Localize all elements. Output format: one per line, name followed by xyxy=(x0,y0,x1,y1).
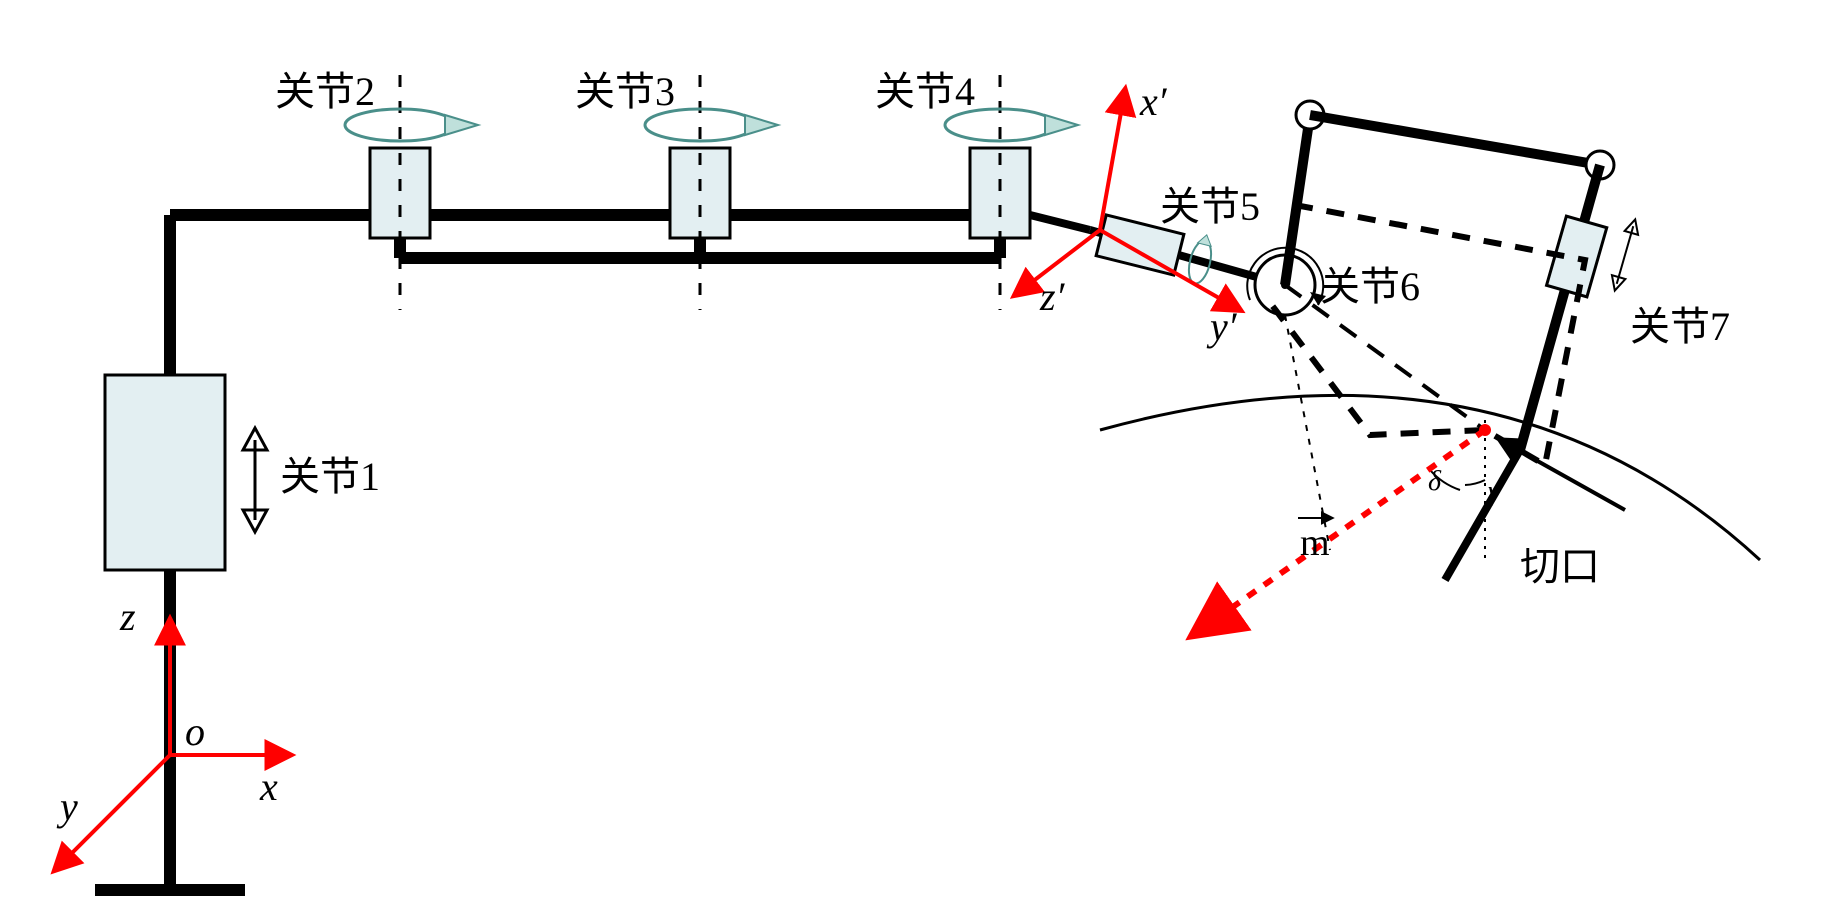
label-xp: x′ xyxy=(1139,79,1168,124)
label-joint1: 关节1 xyxy=(280,454,380,499)
link-45 xyxy=(1030,215,1090,230)
dash-6-incision xyxy=(1285,315,1330,550)
label-yp: y′ xyxy=(1206,304,1238,349)
label-joint3: 关节3 xyxy=(575,69,675,114)
label-joint2: 关节2 xyxy=(275,69,375,114)
label-zp: z′ xyxy=(1039,274,1066,319)
label-x: x xyxy=(259,764,278,809)
link-top xyxy=(1310,115,1600,165)
label-joint5: 关节5 xyxy=(1160,184,1260,229)
label-gamma: γ xyxy=(1488,476,1500,507)
label-z: z xyxy=(119,594,136,639)
label-y: y xyxy=(56,784,78,829)
tool-shaft xyxy=(1445,450,1520,580)
label-delta: δ xyxy=(1428,466,1442,497)
label-incision: 切口 xyxy=(1520,544,1600,589)
prismatic-arrow-1 xyxy=(243,428,267,532)
label-joint6: 关节6 xyxy=(1320,264,1420,309)
label-joint7: 关节7 xyxy=(1630,304,1730,349)
axis-xp xyxy=(1100,90,1125,230)
label-joint4: 关节4 xyxy=(875,69,975,114)
joint1-body xyxy=(105,375,225,570)
label-m-vector: m xyxy=(1298,518,1332,564)
prismatic-arrow-7 xyxy=(1608,218,1642,293)
link-right xyxy=(1520,165,1600,450)
incision-pointer xyxy=(1500,440,1625,510)
diagram-canvas: 关节1 关节2 关节3 关节4 关节5 关节6 关节7 切口 x y z o x… xyxy=(0,0,1835,923)
svg-text:m: m xyxy=(1300,522,1330,564)
angle-gamma xyxy=(1465,480,1485,485)
label-o: o xyxy=(185,709,205,754)
m-vector xyxy=(1200,430,1485,630)
